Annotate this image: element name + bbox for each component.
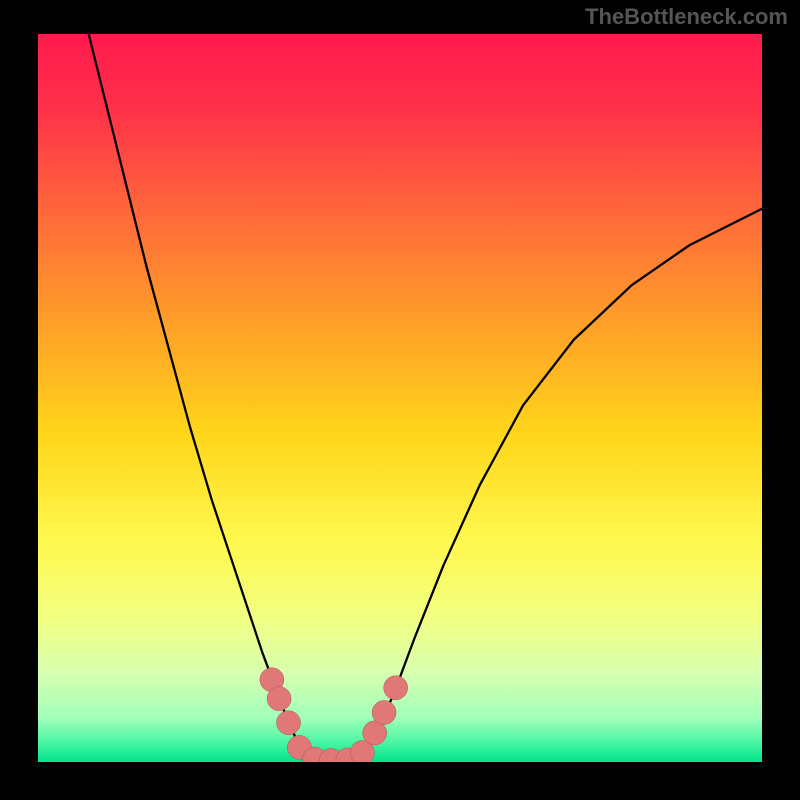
plot-area xyxy=(38,34,762,762)
watermark-text: TheBottleneck.com xyxy=(585,4,788,30)
data-marker xyxy=(277,711,301,735)
data-marker xyxy=(372,701,396,725)
data-marker xyxy=(267,687,291,711)
chart-canvas: TheBottleneck.com xyxy=(0,0,800,800)
data-marker xyxy=(384,676,408,700)
plot-svg xyxy=(38,34,762,762)
gradient-background xyxy=(38,34,762,762)
